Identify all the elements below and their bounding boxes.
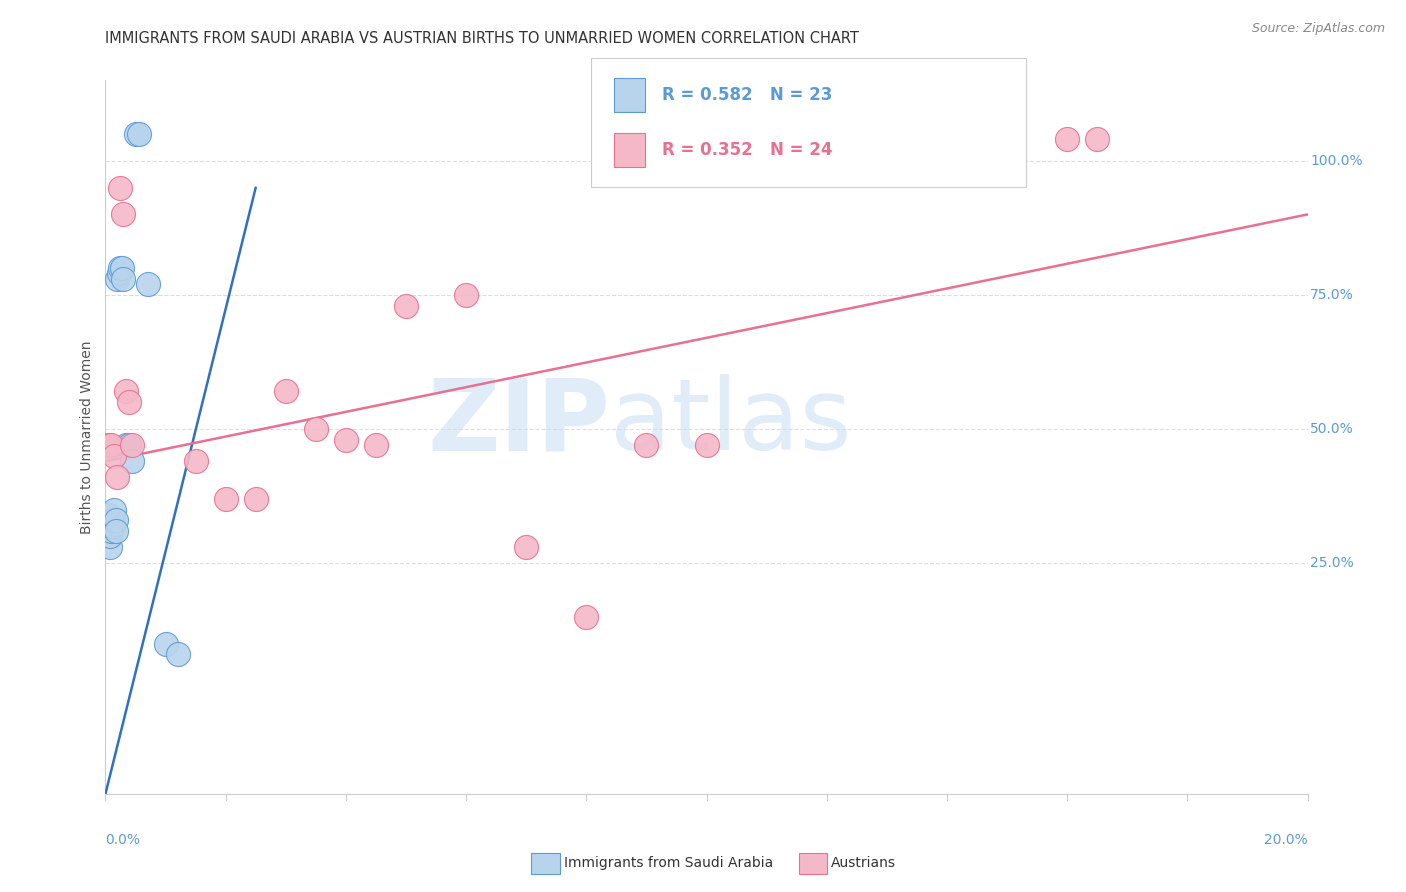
Point [515,540,537,554]
Point [335,433,357,447]
Point [97,438,120,452]
Point [155,637,177,651]
Point [696,438,718,452]
Point [100,518,122,533]
Point [103,449,125,463]
Point [107,470,129,484]
Point [214,491,236,506]
Point [97,508,120,522]
Point [128,127,150,141]
Text: Source: ZipAtlas.com: Source: ZipAtlas.com [1251,22,1385,36]
Point [1085,132,1108,146]
Text: IMMIGRANTS FROM SAUDI ARABIA VS AUSTRIAN BIRTHS TO UNMARRIED WOMEN CORRELATION C: IMMIGRANTS FROM SAUDI ARABIA VS AUSTRIAN… [105,31,859,46]
Point [1056,132,1078,146]
Point [105,524,128,538]
Text: 100.0%: 100.0% [1310,153,1362,168]
Point [118,438,141,452]
Point [115,384,138,399]
Y-axis label: Births to Unmarried Women: Births to Unmarried Women [80,341,94,533]
Point [124,127,146,141]
Point [110,180,132,194]
Text: ZIP: ZIP [427,375,610,471]
Point [456,288,478,302]
Point [364,438,387,452]
Point [166,648,188,662]
Point [118,395,141,409]
Point [121,454,143,468]
Point [121,438,143,452]
Point [112,207,135,221]
Point [98,529,121,543]
Point [107,267,129,281]
Text: 25.0%: 25.0% [1310,557,1354,570]
Point [101,518,124,533]
Point [115,438,138,452]
Text: atlas: atlas [610,375,852,471]
Text: 0.0%: 0.0% [105,833,141,847]
Point [103,502,125,516]
Point [111,261,134,276]
Text: Austrians: Austrians [831,856,896,871]
Point [184,454,207,468]
Point [100,524,122,538]
Point [104,513,127,527]
Point [575,610,598,624]
Point [274,384,297,399]
Text: 75.0%: 75.0% [1310,288,1354,301]
Point [395,299,418,313]
Text: 20.0%: 20.0% [1264,833,1308,847]
Text: 50.0%: 50.0% [1310,422,1354,436]
Point [305,422,328,436]
Point [636,438,658,452]
Point [245,491,267,506]
Point [136,277,159,292]
Point [100,438,122,452]
Point [98,540,121,554]
Text: R = 0.352   N = 24: R = 0.352 N = 24 [662,141,832,159]
Point [107,272,129,286]
Point [103,513,125,527]
Text: Immigrants from Saudi Arabia: Immigrants from Saudi Arabia [564,856,773,871]
Point [112,272,135,286]
Text: R = 0.582   N = 23: R = 0.582 N = 23 [662,86,832,103]
Point [110,261,132,276]
